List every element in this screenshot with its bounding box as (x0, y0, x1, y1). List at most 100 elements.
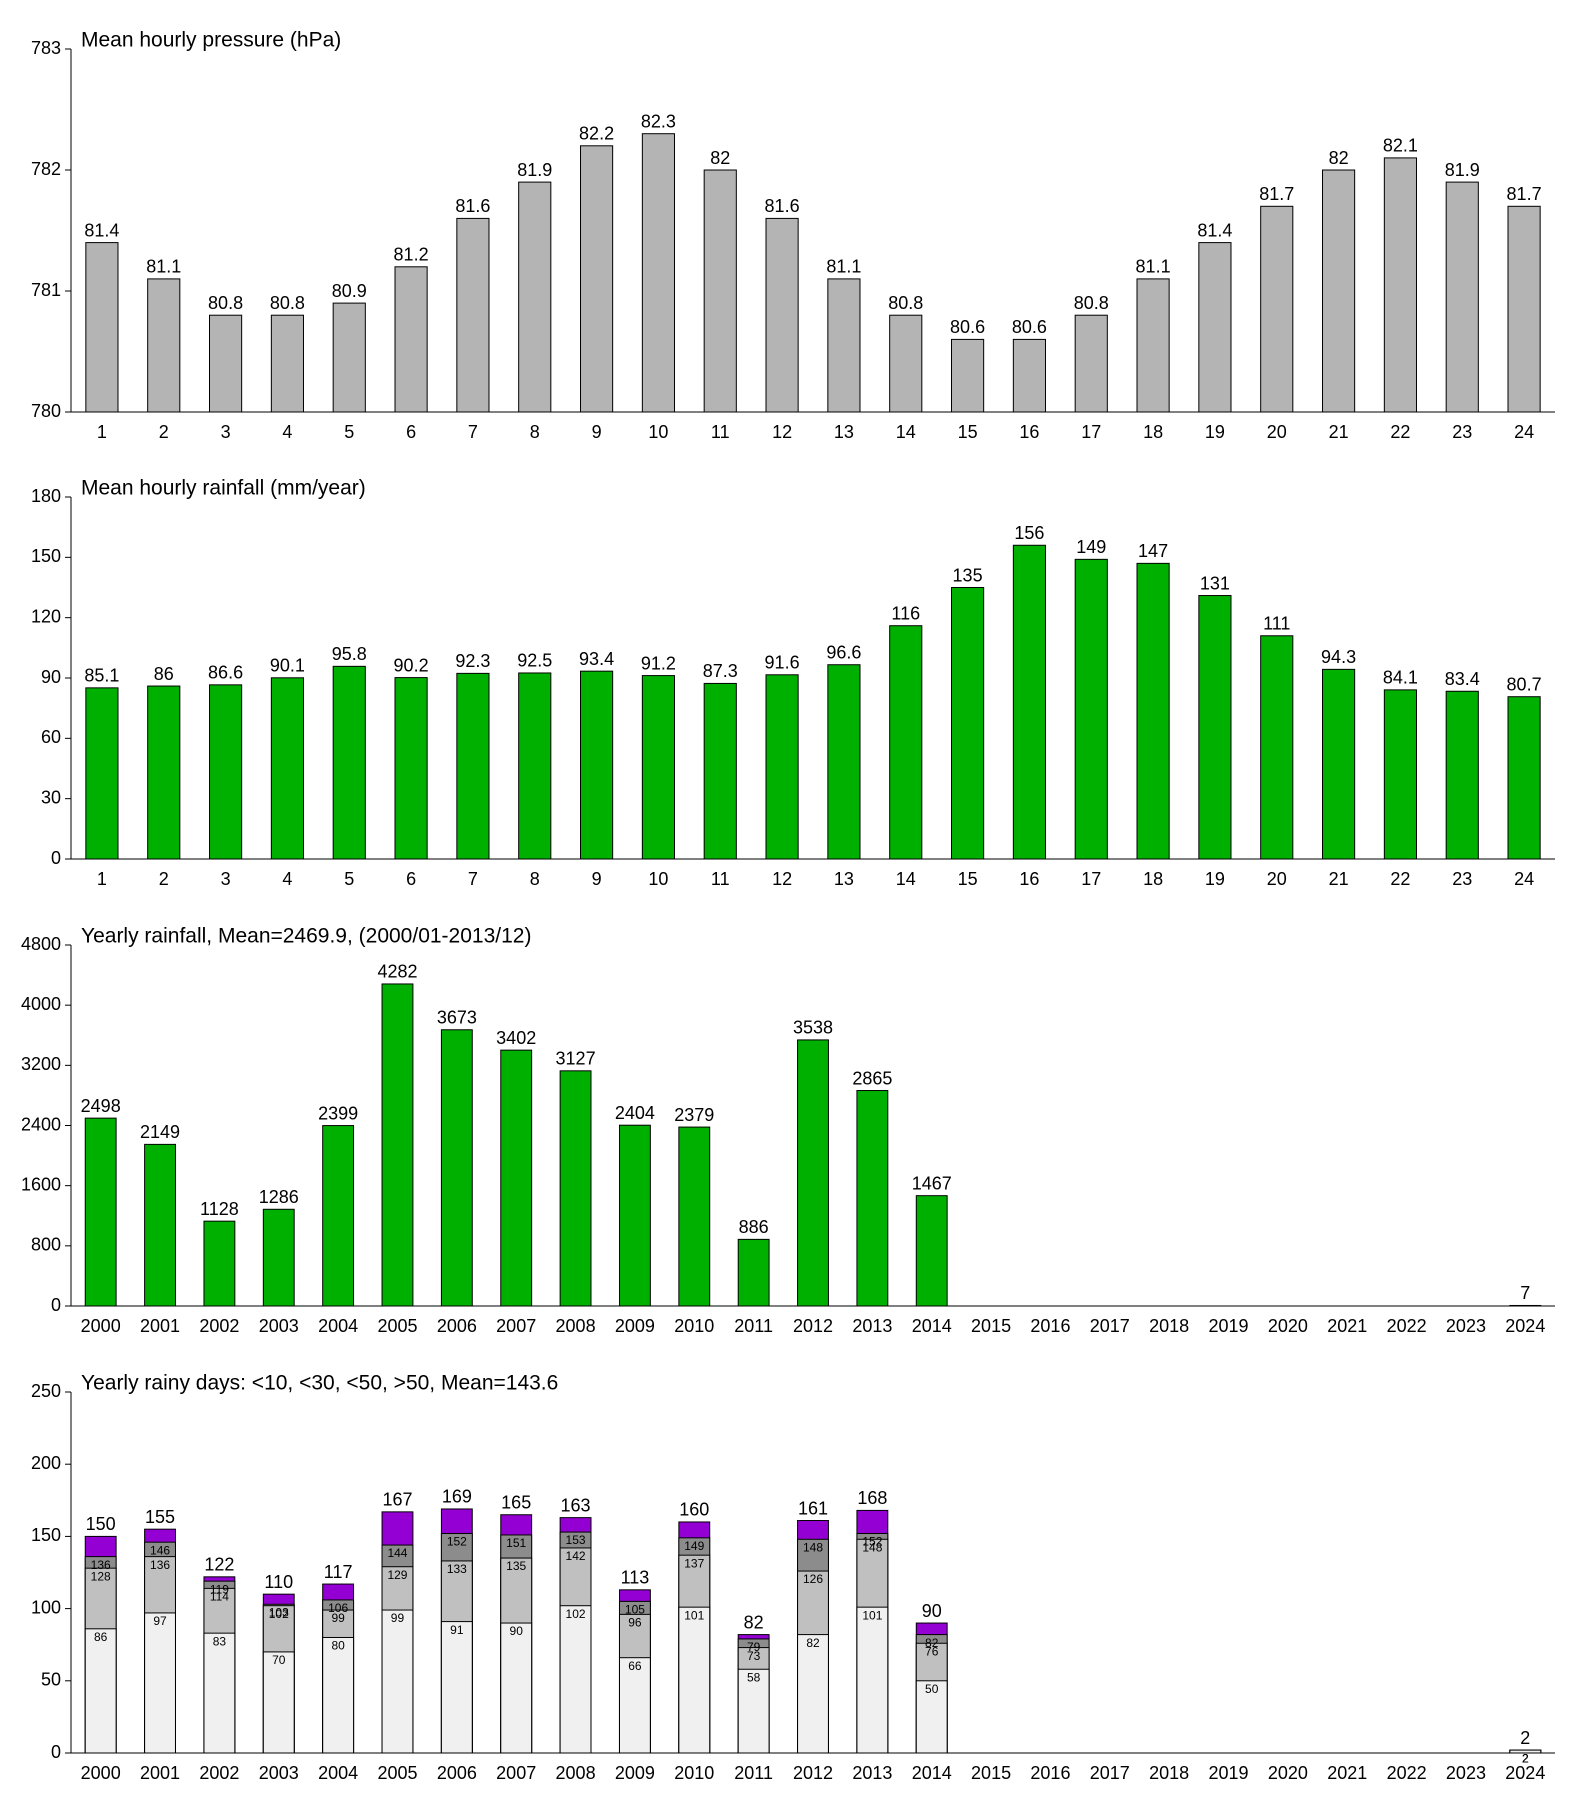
bar (144, 1612, 176, 1754)
x-tick-label: 20 (1267, 422, 1287, 442)
value-label: 86.6 (208, 663, 243, 683)
bar (1507, 696, 1541, 860)
x-tick-label: 10 (648, 422, 668, 442)
x-tick-label: 17 (1081, 422, 1101, 442)
value-label: 96 (628, 1616, 642, 1630)
value-label: 70 (272, 1653, 286, 1667)
x-tick-label: 21 (1329, 869, 1349, 889)
x-tick-label: 24 (1514, 422, 1534, 442)
value-label: 147 (1138, 541, 1168, 561)
bar (1136, 562, 1170, 860)
bar (456, 217, 490, 413)
value-label: 81.7 (1259, 184, 1294, 204)
x-tick-label: 19 (1205, 869, 1225, 889)
x-tick-label: 1 (97, 422, 107, 442)
value-label: 80.8 (208, 293, 243, 313)
x-tick-label: 23 (1452, 869, 1472, 889)
bar (678, 1606, 711, 1754)
bar (1136, 278, 1170, 413)
x-tick-label: 6 (406, 422, 416, 442)
x-tick-label: 18 (1143, 869, 1163, 889)
bar (827, 278, 861, 413)
bar (856, 1090, 889, 1307)
value-label: 80 (331, 1639, 345, 1653)
value-label: 80.6 (950, 317, 985, 337)
value-label: 1467 (912, 1173, 952, 1193)
bar (332, 302, 366, 413)
x-tick-label: 2010 (674, 1763, 714, 1783)
y-tick-label: 60 (41, 727, 61, 747)
x-tick-label: 15 (958, 422, 978, 442)
bar (915, 1680, 948, 1754)
chart-title: Mean hourly pressure (hPa) (81, 29, 341, 52)
y-tick-label: 4000 (21, 994, 61, 1014)
value-label: 116 (891, 603, 920, 623)
value-label: 84.1 (1383, 668, 1418, 688)
value-label: 136 (150, 1558, 170, 1572)
x-tick-label: 2015 (971, 1316, 1011, 1336)
x-tick-label: 2022 (1387, 1316, 1427, 1336)
value-label: 1286 (259, 1187, 299, 1207)
x-tick-label: 4 (282, 422, 292, 442)
value-label: 79 (747, 1640, 761, 1654)
bar (84, 1117, 117, 1307)
value-label: 80.6 (1012, 317, 1047, 337)
bar (1322, 169, 1356, 413)
value-label: 152 (862, 1535, 882, 1549)
bar (85, 687, 119, 860)
value-label: 103 (269, 1605, 289, 1619)
bar (641, 675, 675, 860)
y-tick-label: 120 (31, 606, 61, 626)
bar (915, 1195, 948, 1307)
value-label: 81.1 (146, 257, 181, 277)
x-tick-label: 2004 (318, 1316, 358, 1336)
value-label: 114 (210, 1590, 229, 1604)
x-tick-label: 2009 (615, 1763, 655, 1783)
x-tick-label: 24 (1514, 869, 1534, 889)
value-label: 110 (264, 1572, 293, 1592)
bar (203, 1220, 236, 1307)
value-label: 142 (566, 1549, 586, 1563)
x-tick-label: 2 (159, 422, 169, 442)
bar (1383, 689, 1417, 860)
y-tick-label: 4800 (21, 934, 61, 954)
x-tick-label: 2020 (1268, 1763, 1308, 1783)
x-tick-label: 2016 (1030, 1763, 1070, 1783)
y-tick-label: 50 (41, 1670, 61, 1690)
value-label: 160 (679, 1500, 709, 1520)
bar (889, 314, 923, 413)
x-tick-label: 2008 (556, 1316, 596, 1336)
value-label: 136 (91, 1558, 111, 1572)
value-label: 2865 (852, 1068, 892, 1088)
bar (1012, 338, 1046, 413)
value-label: 81.9 (517, 160, 552, 180)
value-label: 2498 (81, 1096, 121, 1116)
bar (889, 625, 923, 860)
x-tick-label: 14 (896, 869, 916, 889)
value-label: 3673 (437, 1008, 477, 1028)
x-tick-label: 2002 (199, 1316, 239, 1336)
value-label: 2404 (615, 1103, 655, 1123)
x-tick-label: 20 (1267, 869, 1287, 889)
bar (951, 338, 985, 413)
y-tick-label: 90 (41, 667, 61, 687)
value-label: 92.5 (517, 651, 552, 671)
x-tick-label: 22 (1390, 869, 1410, 889)
value-label: 129 (387, 1568, 407, 1582)
x-tick-label: 17 (1081, 869, 1101, 889)
bar (1012, 544, 1046, 860)
value-label: 86 (94, 1630, 108, 1644)
value-label: 146 (150, 1543, 170, 1557)
x-tick-label: 2003 (259, 1763, 299, 1783)
bar (147, 685, 181, 860)
x-tick-label: 8 (530, 869, 540, 889)
value-label: 82 (710, 148, 730, 168)
value-label: 82.3 (641, 111, 676, 131)
bar (1509, 1749, 1542, 1754)
bar (678, 1126, 711, 1307)
value-label: 58 (747, 1670, 761, 1684)
x-tick-label: 2005 (377, 1763, 417, 1783)
x-tick-label: 16 (1019, 422, 1039, 442)
bar (84, 1628, 117, 1754)
value-label: 3402 (496, 1028, 536, 1048)
